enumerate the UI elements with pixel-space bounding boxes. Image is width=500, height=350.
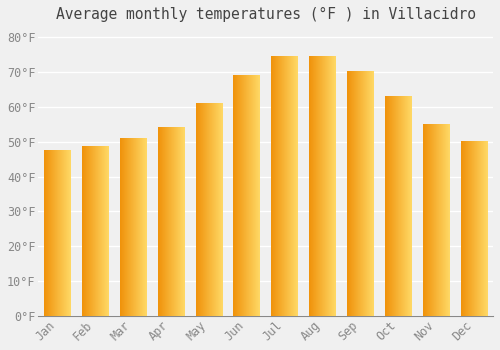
Title: Average monthly temperatures (°F ) in Villacidro: Average monthly temperatures (°F ) in Vi…	[56, 7, 476, 22]
